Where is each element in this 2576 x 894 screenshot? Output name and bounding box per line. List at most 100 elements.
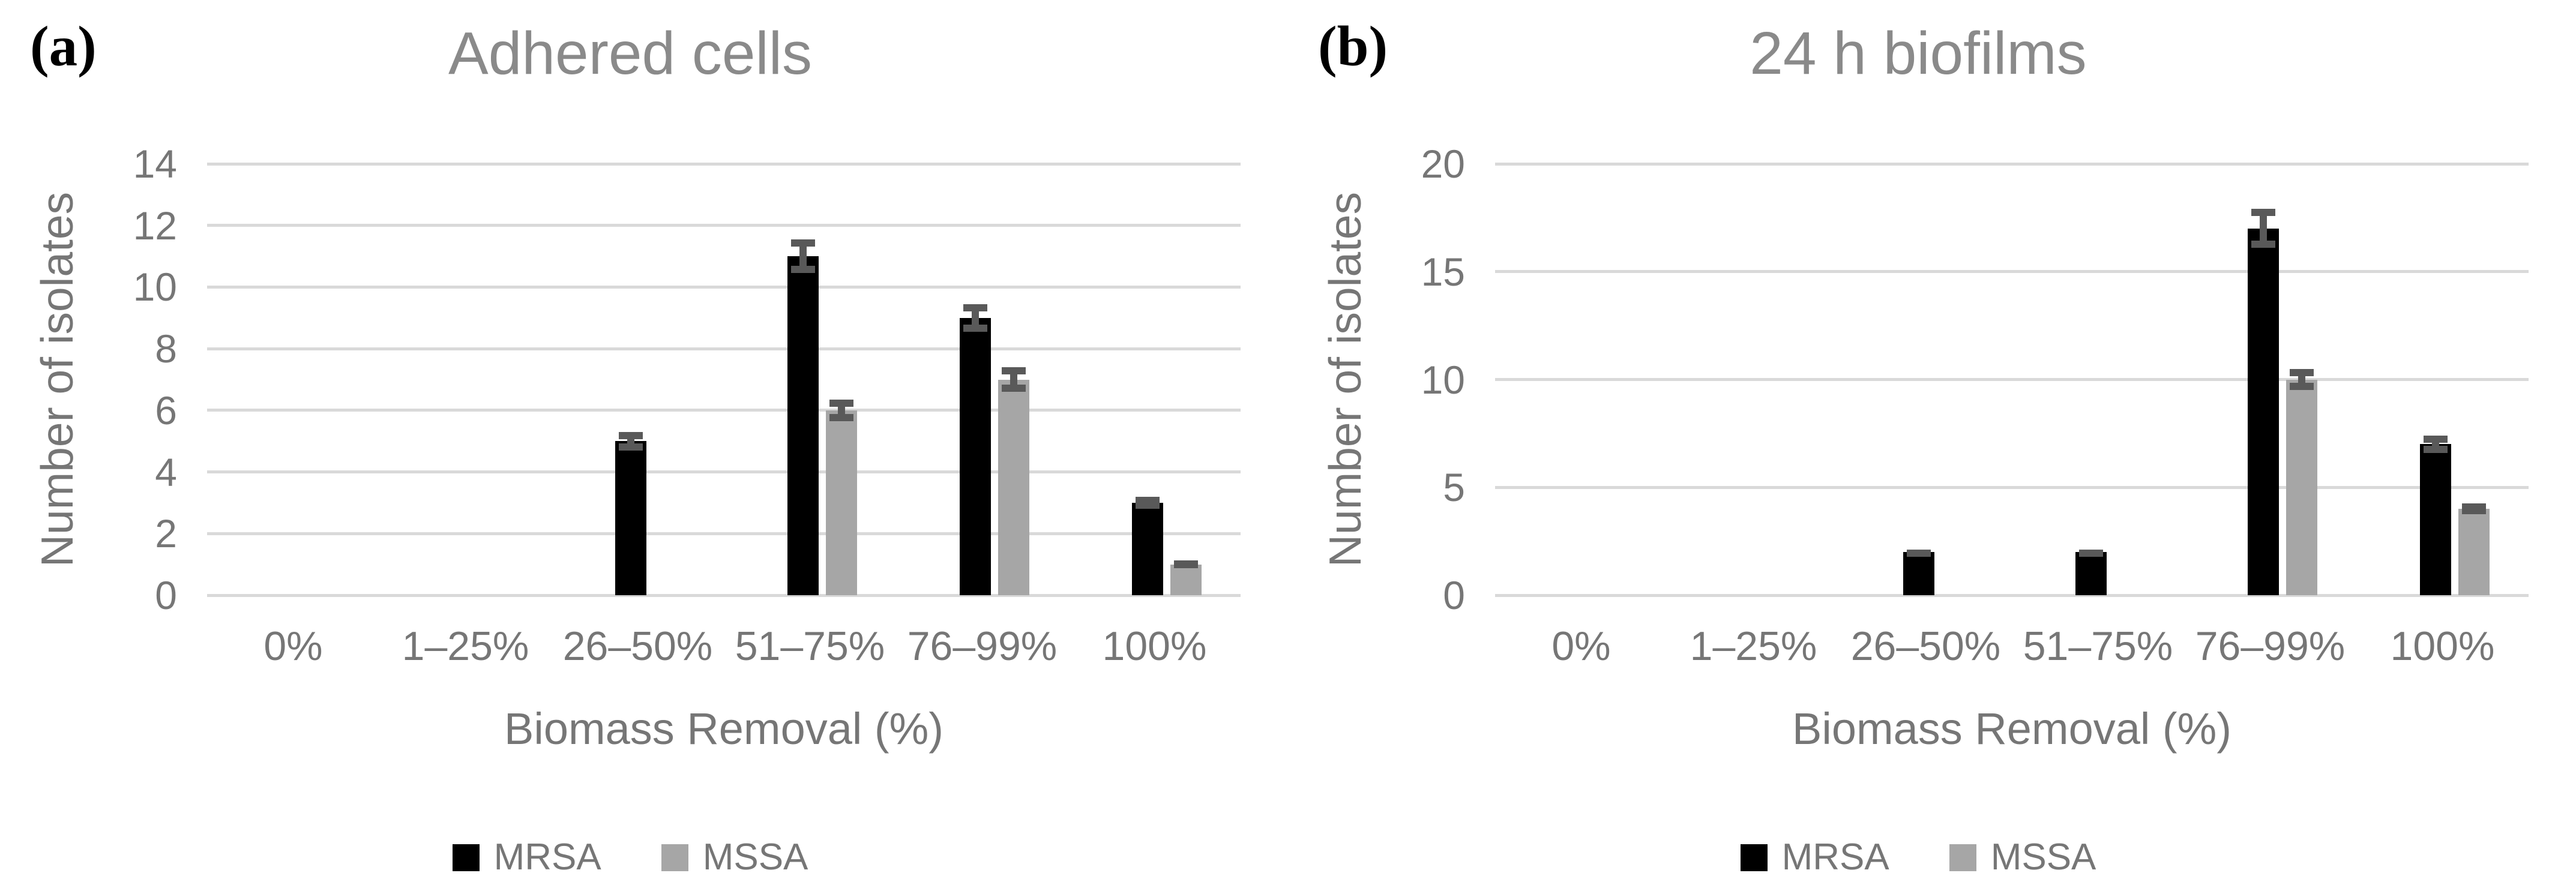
- y-tick-label: 5: [1443, 465, 1465, 510]
- legend-swatch-mrsa: [1740, 844, 1768, 871]
- y-tick-label: 6: [155, 388, 177, 433]
- y-axis-ticks: 0 5 10 15 20: [1351, 144, 1465, 615]
- x-tick-label: 100%: [2390, 623, 2495, 669]
- legend-label: MRSA: [493, 836, 601, 878]
- gridline: [1495, 485, 2529, 489]
- bar-mrsa: [1131, 502, 1163, 595]
- error-bar-cap: [829, 413, 853, 421]
- error-bar-cap: [1001, 385, 1026, 392]
- bar-mrsa: [959, 317, 991, 595]
- error-bar-cap: [2078, 549, 2103, 557]
- error-bar-cap: [2289, 368, 2314, 376]
- bar-mrsa: [787, 256, 819, 595]
- panel-a-title: Adhered cells: [448, 20, 812, 87]
- gridline: [207, 409, 1241, 412]
- bar-mssa: [2458, 509, 2490, 595]
- error-bar: [1906, 549, 1931, 557]
- y-tick-label: 0: [1443, 573, 1465, 617]
- error-bar-cap: [790, 266, 815, 274]
- legend-swatch-mssa: [1949, 844, 1976, 871]
- panel-b-title: 24 h biofilms: [1750, 20, 2087, 87]
- error-bar: [1173, 560, 1198, 568]
- panel-b-label: (b): [1318, 14, 1388, 78]
- error-bar-cap: [790, 239, 815, 247]
- error-bar-cap: [829, 399, 853, 407]
- legend-item-mssa: MSSA: [1949, 839, 2096, 876]
- legend: MRSA MSSA: [1288, 839, 2548, 876]
- y-tick-label: 0: [155, 573, 177, 617]
- gridline: [207, 593, 1241, 597]
- error-bar-cap: [2423, 445, 2448, 453]
- plot-area: [1495, 162, 2529, 597]
- error-bar: [829, 399, 853, 421]
- legend-label: MSSA: [1990, 836, 2096, 878]
- x-axis-title: Biomass Removal (%): [1792, 704, 2231, 754]
- error-bar-cap: [618, 443, 643, 451]
- error-bar-cap: [1135, 502, 1160, 509]
- panel-a-label: (a): [30, 14, 97, 78]
- gridline: [207, 285, 1241, 289]
- bar-mssa: [1170, 564, 1202, 595]
- error-bar-cap: [2251, 209, 2275, 217]
- x-tick-label: 51–75%: [735, 623, 885, 669]
- gridline: [1495, 162, 2529, 166]
- gridline: [207, 532, 1241, 535]
- y-tick-label: 10: [1421, 357, 1465, 402]
- bar-mssa: [2286, 379, 2317, 595]
- y-tick-label: 12: [133, 203, 177, 248]
- error-bar: [790, 239, 815, 274]
- bar-mrsa: [1903, 552, 1934, 595]
- y-tick-label: 2: [155, 511, 177, 556]
- error-bar-line: [2259, 209, 2267, 248]
- bar-mssa: [998, 379, 1029, 595]
- legend-swatch-mssa: [661, 844, 688, 871]
- bar-mrsa: [615, 441, 646, 595]
- x-axis-ticks: 0% 1–25% 26–50% 51–75% 76–99% 100%: [207, 624, 1241, 678]
- error-bar-cap: [963, 304, 987, 311]
- bar-mrsa: [2075, 552, 2107, 595]
- error-bar-cap: [2289, 383, 2314, 391]
- legend-label: MSSA: [702, 836, 808, 878]
- error-bar: [1001, 367, 1026, 392]
- x-tick-label: 76–99%: [2195, 623, 2346, 669]
- gridline: [207, 224, 1241, 227]
- y-tick-label: 8: [155, 326, 177, 371]
- error-bar: [2423, 435, 2448, 453]
- error-bar-cap: [2423, 435, 2448, 443]
- error-bar-cap: [1906, 549, 1931, 557]
- bar-mrsa: [2247, 228, 2279, 595]
- error-bar-cap: [2251, 241, 2275, 248]
- y-tick-label: 4: [155, 449, 177, 494]
- error-bar-line: [799, 239, 807, 274]
- bar-mssa: [825, 410, 857, 595]
- y-tick-label: 15: [1421, 249, 1465, 294]
- y-tick-label: 14: [133, 142, 177, 186]
- y-tick-label: 20: [1421, 142, 1465, 186]
- x-tick-label: 1–25%: [1690, 623, 1817, 669]
- gridline: [1495, 270, 2529, 274]
- gridline: [1495, 593, 2529, 597]
- error-bar: [2251, 209, 2275, 248]
- gridline: [207, 162, 1241, 166]
- legend-item-mssa: MSSA: [661, 839, 808, 876]
- legend-label: MRSA: [1781, 836, 1889, 878]
- error-bar: [2078, 549, 2103, 557]
- error-bar-cap: [1001, 367, 1026, 374]
- error-bar: [2461, 503, 2486, 515]
- x-axis-title: Biomass Removal (%): [504, 704, 943, 754]
- error-bar: [1135, 496, 1160, 509]
- bar-mrsa: [2419, 444, 2451, 595]
- y-axis-ticks: 0 2 4 6 8 10 12 14: [63, 144, 177, 615]
- error-bar-cap: [618, 431, 643, 439]
- error-bar-cap: [2461, 507, 2486, 515]
- error-bar-cap: [963, 324, 987, 332]
- x-tick-label: 1–25%: [402, 623, 529, 669]
- legend-item-mrsa: MRSA: [1740, 836, 1889, 878]
- x-tick-label: 100%: [1102, 623, 1207, 669]
- x-tick-label: 0%: [1551, 623, 1611, 669]
- y-tick-label: 10: [133, 265, 177, 310]
- gridline: [1495, 378, 2529, 381]
- plot-area: [207, 162, 1241, 597]
